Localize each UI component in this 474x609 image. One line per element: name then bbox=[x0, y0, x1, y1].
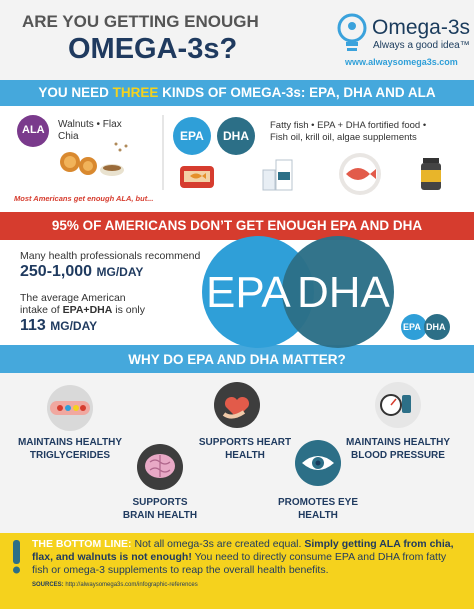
banner-bg bbox=[0, 345, 474, 373]
small-dha: DHA bbox=[426, 322, 446, 332]
banner-text: KINDS OF OMEGA-3s: EPA, DHA AND ALA bbox=[162, 85, 436, 100]
benefit-label-line: TRIGLYCERIDES bbox=[29, 450, 111, 461]
bottom-line: THE BOTTOM LINE: Not all omega-3s are cr… bbox=[32, 538, 464, 577]
unit: MG/DAY bbox=[96, 265, 144, 279]
benefit-label-line: PROMOTES EYE bbox=[277, 497, 359, 508]
amount: 250-1,000 bbox=[20, 263, 93, 280]
benefit-label: SUPPORTS BRAIN HEALTH bbox=[123, 496, 197, 522]
food-icons bbox=[60, 142, 128, 176]
title-line: OMEGA-3s? bbox=[68, 33, 238, 65]
note: Most Americans get enough ALA, but... bbox=[14, 194, 154, 203]
epa-badge-bg bbox=[173, 117, 211, 155]
food-icons bbox=[180, 153, 441, 195]
ala-badge-bg bbox=[17, 115, 49, 147]
benefit-label: PROMOTES EYE HEALTH bbox=[278, 496, 358, 522]
blood-pressure-icon bbox=[375, 382, 421, 428]
bottom-line-bold: Simply getting ALA from chia, flax, and … bbox=[32, 538, 454, 563]
brain-icon bbox=[137, 444, 183, 490]
bottom-bg bbox=[0, 533, 474, 609]
small-epa: EPA bbox=[403, 322, 421, 332]
amount: 113 bbox=[20, 317, 46, 334]
benefit-label-line: BRAIN HEALTH bbox=[122, 510, 198, 521]
average-text: The average American bbox=[20, 292, 126, 304]
bottom-line-text: Not all omega-3s are created equal. bbox=[134, 538, 302, 550]
heart-icon bbox=[214, 382, 260, 428]
banner: 95% OF AMERICANS DON’T GET ENOUGH EPA AN… bbox=[51, 218, 423, 233]
benefit-label: SUPPORTS HEART HEALTH bbox=[199, 436, 291, 462]
epa-badge: EPA bbox=[180, 129, 204, 143]
triglycerides-icon bbox=[47, 385, 93, 431]
benefit-label-line: SUPPORTS HEART bbox=[198, 437, 292, 448]
epa-small-circle bbox=[401, 314, 427, 340]
benefit-label: MAINTAINS HEALTHY TRIGLYCERIDES bbox=[18, 436, 122, 462]
recommend-amount: 250-1,000 MG/DAY bbox=[20, 263, 143, 281]
benefit-label-line: HEALTH bbox=[298, 510, 338, 521]
benefit-label-line: HEALTH bbox=[225, 450, 265, 461]
banner-text: YOU NEED bbox=[38, 85, 109, 100]
dha-circle bbox=[282, 236, 394, 348]
banner: YOU NEED THREE KINDS OF OMEGA-3s: EPA, D… bbox=[0, 85, 474, 100]
average-text: intake of EPA+DHA is only bbox=[20, 304, 145, 316]
bottom-line-label: THE BOTTOM LINE: bbox=[32, 538, 132, 550]
header-bg bbox=[0, 0, 474, 80]
sources: SOURCES: http://alwaysomega3s.com/infogr… bbox=[32, 582, 198, 588]
average-amount: 113 MG/DAY bbox=[20, 317, 97, 335]
text: intake of bbox=[20, 304, 60, 316]
bottom-line-text: You need to directly consume EPA and DHA… bbox=[32, 551, 447, 576]
logo-name: Omega-3s bbox=[372, 16, 471, 39]
url: www.alwaysomega3s.com bbox=[345, 57, 458, 67]
text-bold: EPA+DHA bbox=[62, 304, 113, 316]
banner-bg bbox=[0, 212, 474, 240]
dha-badge: DHA bbox=[223, 129, 249, 143]
epa-dha-sources: Fish oil, krill oil, algae supplements bbox=[270, 132, 417, 143]
ala-badge: ALA bbox=[22, 124, 45, 136]
benefit-label-line: MAINTAINS HEALTHY bbox=[345, 437, 451, 448]
big-epa: EPA bbox=[206, 268, 291, 317]
ala-sources: Walnuts • Flax bbox=[58, 119, 122, 130]
ala-sources: Chia bbox=[58, 131, 79, 142]
sources-label: SOURCES: bbox=[32, 582, 64, 588]
benefit-label-line: BLOOD PRESSURE bbox=[351, 450, 445, 461]
big-dha: DHA bbox=[297, 268, 390, 317]
logo-icon bbox=[337, 13, 367, 51]
benefit-label: MAINTAINS HEALTHY BLOOD PRESSURE bbox=[346, 436, 450, 462]
text: is only bbox=[115, 304, 146, 316]
epa-circle bbox=[202, 236, 314, 348]
banner-bg bbox=[0, 80, 474, 106]
banner: WHY DO EPA AND DHA MATTER? bbox=[128, 352, 346, 367]
dha-badge-bg bbox=[217, 117, 255, 155]
benefit-label-line: SUPPORTS bbox=[132, 497, 188, 508]
logo-tagline: Always a good idea™ bbox=[373, 40, 470, 51]
epa-dha-sources: Fatty fish • EPA + DHA fortified food • bbox=[270, 120, 427, 131]
banner-highlight: THREE bbox=[112, 85, 159, 100]
eye-icon bbox=[295, 440, 341, 486]
title-line: ARE YOU GETTING ENOUGH bbox=[22, 12, 259, 31]
benefit-label-line: MAINTAINS HEALTHY bbox=[17, 437, 123, 448]
alert-icon bbox=[13, 540, 20, 574]
unit: MG/DAY bbox=[50, 319, 98, 333]
sources-url: http://alwaysomega3s.com/infographic-ref… bbox=[65, 582, 198, 588]
recommend-text: Many health professionals recommend bbox=[20, 250, 201, 262]
dha-small-circle bbox=[424, 314, 450, 340]
